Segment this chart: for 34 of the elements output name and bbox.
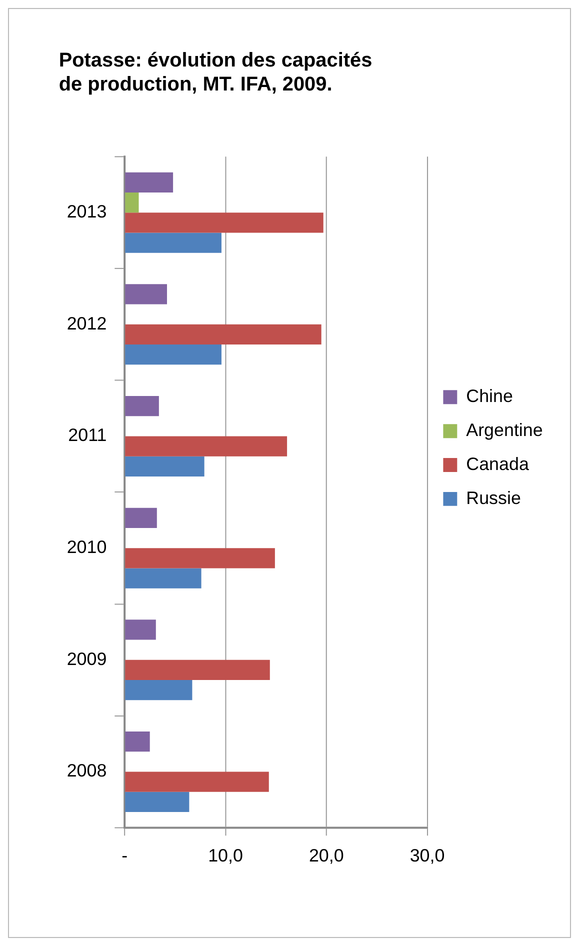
y-tick-label: 2012 <box>66 313 107 334</box>
bar <box>125 731 150 752</box>
bar <box>125 660 270 680</box>
bar <box>125 192 139 213</box>
y-tick-label: 2008 <box>66 760 107 781</box>
bar <box>125 456 204 477</box>
chart-title: Potasse: évolution des capacités de production, MT. IFA, 2009. <box>58 49 372 96</box>
bar <box>125 396 159 416</box>
legend-label: Chine <box>466 386 513 406</box>
bar <box>125 548 275 568</box>
legend-label: Russie <box>466 488 521 508</box>
y-tick-label: 2013 <box>66 202 107 222</box>
bar <box>125 772 269 792</box>
bar <box>125 344 222 365</box>
y-tick-label: 2010 <box>66 537 107 558</box>
bar <box>125 284 167 304</box>
bar <box>125 568 202 588</box>
y-tick-label: 2009 <box>66 648 107 669</box>
bar <box>125 680 192 700</box>
bar <box>125 792 190 812</box>
y-tick-label: 2011 <box>68 425 107 446</box>
bar <box>125 232 222 253</box>
bar <box>125 172 174 192</box>
bar <box>125 508 157 528</box>
bar <box>125 212 324 233</box>
x-tick-label: - <box>122 845 128 866</box>
x-tick-label: 10,0 <box>208 845 243 866</box>
bar <box>125 324 322 345</box>
x-tick-label: 30,0 <box>410 845 445 866</box>
bar <box>125 436 288 456</box>
x-tick-label: 20,0 <box>308 845 344 866</box>
legend-label: Argentine <box>466 420 543 440</box>
bar <box>125 620 156 640</box>
legend-label: Canada <box>466 454 529 474</box>
